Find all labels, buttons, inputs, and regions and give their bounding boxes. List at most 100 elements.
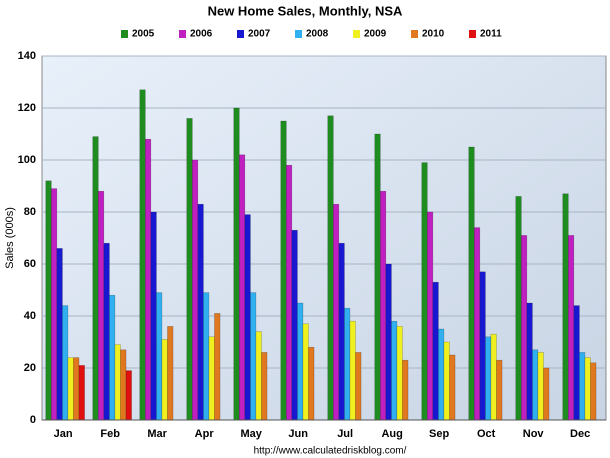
bar: [51, 188, 58, 421]
bar: [349, 320, 356, 421]
bar: [156, 292, 163, 421]
legend-swatch: [411, 30, 418, 38]
bar: [186, 118, 193, 421]
bar: [62, 305, 69, 421]
bar: [427, 211, 434, 421]
y-tick-label: 100: [18, 154, 36, 166]
bar: [421, 162, 428, 421]
bar: [584, 357, 591, 421]
bar: [532, 349, 539, 421]
bar: [261, 352, 268, 421]
legend-swatch: [353, 30, 360, 38]
bar: [139, 89, 146, 421]
legend-label: 2008: [306, 29, 329, 40]
bar: [203, 292, 210, 421]
y-tick-label: 0: [30, 414, 36, 426]
bar: [490, 333, 497, 421]
bar: [380, 190, 387, 421]
bar: [543, 367, 550, 421]
plot-area: [41, 55, 607, 421]
bar: [192, 159, 199, 421]
bar: [579, 352, 586, 421]
x-tick-label: Sep: [429, 428, 449, 440]
bar: [344, 307, 351, 421]
chart-title: New Home Sales, Monthly, NSA: [208, 3, 403, 18]
bar: [250, 292, 257, 421]
bar: [468, 146, 475, 421]
bar: [45, 180, 52, 421]
bar: [161, 339, 168, 421]
bar: [496, 359, 503, 421]
x-tick-label: Feb: [100, 428, 120, 440]
bar: [56, 248, 63, 421]
x-tick-label: Nov: [523, 428, 545, 440]
bar: [485, 336, 492, 421]
bar: [521, 235, 528, 421]
bar: [167, 326, 174, 421]
x-tick-label: Oct: [477, 428, 496, 440]
bar: [438, 328, 445, 421]
x-tick-label: Jan: [54, 428, 73, 440]
bar: [145, 138, 152, 421]
bar: [355, 352, 362, 421]
bar: [474, 227, 481, 421]
bar: [385, 263, 392, 421]
bar: [327, 115, 334, 421]
y-tick-label: 120: [18, 102, 36, 114]
legend-label: 2005: [132, 29, 155, 40]
y-tick-label: 60: [24, 258, 36, 270]
bar: [208, 336, 215, 421]
bar: [526, 302, 533, 421]
bar: [338, 242, 345, 421]
bar: [402, 359, 409, 421]
bar: [120, 349, 127, 421]
bar: [109, 294, 116, 421]
bar: [573, 305, 580, 421]
bar: [103, 242, 110, 421]
bar: [233, 107, 240, 421]
bar: [197, 203, 204, 421]
legend-swatch: [295, 30, 302, 38]
legend-label: 2011: [480, 29, 502, 40]
bar: [449, 354, 456, 421]
bar: [150, 211, 157, 421]
bar: [286, 164, 293, 421]
legend-label: 2009: [364, 29, 387, 40]
x-tick-label: Apr: [195, 428, 215, 440]
bar: [297, 302, 304, 421]
legend-swatch: [121, 30, 128, 38]
footer: http://www.calculatedriskblog.com/: [254, 446, 407, 457]
bar: [239, 154, 246, 421]
bar: [333, 203, 340, 421]
legend-swatch: [469, 30, 476, 38]
x-tick-label: May: [240, 428, 262, 440]
bar: [432, 281, 439, 421]
bar: [67, 357, 74, 421]
x-tick-label: Jul: [337, 428, 353, 440]
x-tick-label: Jun: [288, 428, 308, 440]
y-tick-label: 80: [24, 206, 36, 218]
bar: [308, 346, 315, 421]
x-tick-label: Dec: [570, 428, 590, 440]
bar: [244, 214, 251, 421]
x-tick-label: Mar: [147, 428, 167, 440]
bar: [537, 352, 544, 421]
bar: [443, 341, 450, 421]
legend-label: 2007: [248, 29, 271, 40]
bar: [73, 357, 80, 421]
bar: [562, 193, 569, 421]
bar: [302, 323, 309, 421]
bar: [479, 271, 486, 421]
bar: [78, 365, 85, 421]
bar: [391, 320, 398, 421]
y-tick-label: 40: [24, 310, 36, 322]
bar: [280, 120, 287, 421]
bar: [92, 136, 99, 421]
bar: [515, 196, 522, 421]
bar: [291, 229, 298, 421]
bar: [590, 362, 597, 421]
legend-swatch: [237, 30, 244, 38]
x-tick-label: Aug: [381, 428, 402, 440]
bar: [568, 235, 575, 421]
